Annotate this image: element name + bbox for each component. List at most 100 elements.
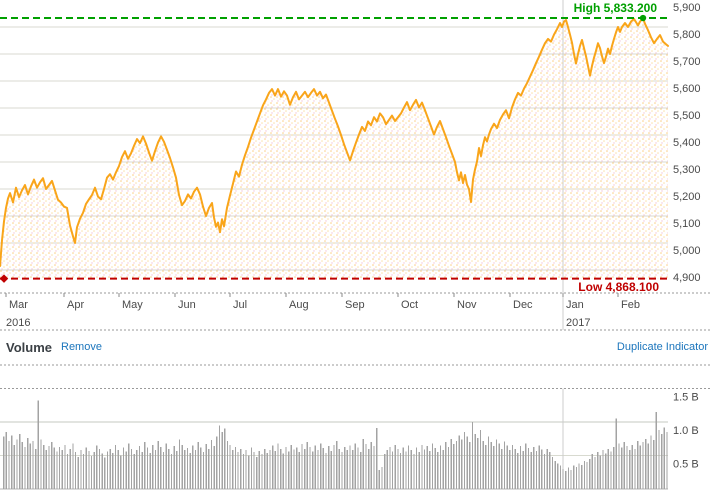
volume-bar xyxy=(181,444,183,489)
volume-bar xyxy=(122,447,125,489)
volume-bar xyxy=(69,448,71,489)
month-tick-label: Jul xyxy=(233,299,247,311)
volume-bar xyxy=(562,468,564,489)
volume-bar xyxy=(253,452,255,490)
volume-bar xyxy=(77,456,79,489)
volume-bar xyxy=(104,457,106,489)
volume-bar xyxy=(48,446,50,489)
volume-bar xyxy=(485,444,487,489)
month-tick-label: Aug xyxy=(289,299,309,311)
volume-bar xyxy=(117,450,119,489)
high-point-marker xyxy=(639,14,647,22)
volume-bar xyxy=(607,448,610,489)
volume-bar xyxy=(21,442,23,489)
volume-bar xyxy=(242,454,245,489)
volume-bar xyxy=(50,442,53,489)
volume-bar xyxy=(154,450,157,489)
volume-bar xyxy=(629,450,631,489)
volume-bar xyxy=(599,455,602,489)
volume-bar xyxy=(602,450,604,489)
volume-bar xyxy=(447,446,450,489)
volume-bar xyxy=(573,465,575,489)
volume-bar xyxy=(351,450,354,489)
volume-bar xyxy=(13,444,15,489)
volume-bar xyxy=(66,454,69,489)
volume-bar xyxy=(413,454,415,489)
volume-bar xyxy=(511,444,514,489)
year-tick-label: 2017 xyxy=(566,317,590,329)
volume-bar xyxy=(192,445,194,489)
volume-bar xyxy=(130,448,133,489)
volume-bar xyxy=(365,444,367,489)
volume-bar xyxy=(208,448,210,489)
volume-bar xyxy=(469,442,471,489)
volume-bar xyxy=(173,446,175,489)
volume-bar xyxy=(567,467,570,489)
volume-bar xyxy=(549,452,551,490)
remove-indicator-link[interactable]: Remove xyxy=(61,341,102,353)
high-label: High 5,833.200 xyxy=(574,1,658,15)
volume-bar xyxy=(402,447,404,489)
volume-bar xyxy=(120,455,122,489)
y-axis-tick-label: 5,300 xyxy=(673,164,701,176)
volume-bar xyxy=(581,464,583,489)
volume-bar xyxy=(554,460,556,489)
volume-bar xyxy=(637,440,639,489)
volume-bar xyxy=(386,450,388,489)
volume-bar xyxy=(397,448,399,489)
volume-bar xyxy=(605,453,607,489)
volume-bar xyxy=(349,445,351,489)
volume-bar xyxy=(565,470,567,489)
volume-bar xyxy=(322,448,324,489)
volume-bar xyxy=(450,438,452,490)
volume-bar xyxy=(594,456,596,489)
volume-bar xyxy=(431,443,434,489)
volume-bar xyxy=(101,453,103,489)
volume-bar xyxy=(138,446,141,489)
volume-bar xyxy=(525,443,527,489)
volume-bar xyxy=(482,440,484,489)
y-axis-tick-label: 5,400 xyxy=(673,137,701,149)
y-axis-tick-label: 5,800 xyxy=(673,29,701,41)
duplicate-indicator-link[interactable]: Duplicate Indicator xyxy=(616,341,708,353)
month-tick-label: Apr xyxy=(67,299,84,311)
volume-chart-canvas[interactable]: 1.5 B 1.0 B 0.5 B xyxy=(0,361,713,493)
high-annotation: High 5,833.200 xyxy=(0,1,668,22)
low-point-marker xyxy=(0,274,9,283)
volume-bar xyxy=(541,449,543,489)
volume-bar xyxy=(434,448,436,489)
volume-indicator-header: Volume Remove Duplicate Indicator xyxy=(0,334,713,360)
volume-bar xyxy=(357,447,359,489)
volume-bar xyxy=(61,450,63,489)
volume-bar xyxy=(216,436,218,489)
volume-bar xyxy=(10,435,13,489)
volume-bar xyxy=(96,445,98,489)
y-axis-tick-label: 4,900 xyxy=(673,272,701,284)
volume-bar xyxy=(493,446,495,489)
y-axis-tick-label: 5,500 xyxy=(673,110,701,122)
volume-bar xyxy=(341,452,343,490)
volume-bar xyxy=(202,452,205,490)
volume-bar xyxy=(16,439,18,489)
volume-bar xyxy=(112,452,114,489)
volume-bar xyxy=(285,446,287,489)
volume-bar xyxy=(306,442,308,489)
month-tick-label: Feb xyxy=(621,299,640,311)
volume-bar xyxy=(80,450,82,489)
volume-tick-label: 1.5 B xyxy=(673,392,699,404)
volume-bar xyxy=(248,455,250,489)
volume-bar xyxy=(381,466,383,489)
volume-bar xyxy=(58,446,61,489)
y-axis-tick-label: 5,700 xyxy=(673,56,701,68)
volume-bar xyxy=(362,438,364,490)
volume-bar xyxy=(439,445,442,489)
volume-bar xyxy=(210,440,213,489)
volume-bars xyxy=(3,400,668,490)
month-tick-label: Jan xyxy=(566,299,584,311)
volume-bar xyxy=(93,452,95,490)
volume-bar xyxy=(370,442,372,489)
price-chart-canvas[interactable]: High 5,833.200 Low 4,868.100 5,900 5,800 5,7… xyxy=(0,0,713,332)
volume-bar xyxy=(647,443,649,489)
volume-bar xyxy=(367,448,370,489)
volume-bar xyxy=(517,452,519,489)
